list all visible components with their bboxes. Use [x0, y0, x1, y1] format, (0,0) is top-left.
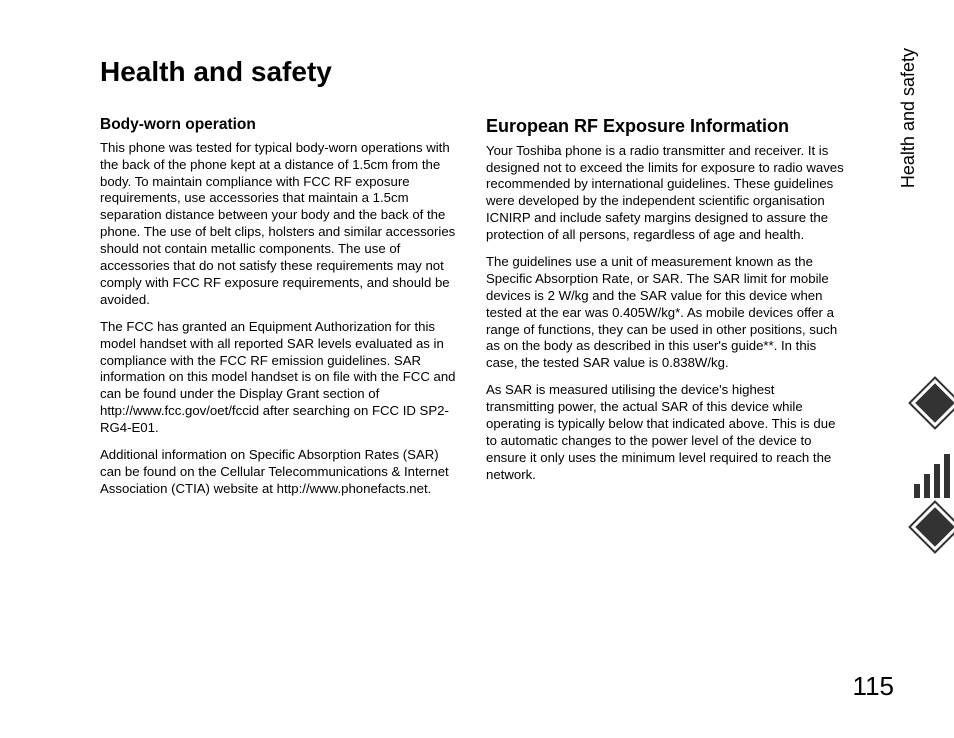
- european-rf-p2: The guidelines use a unit of measurement…: [486, 254, 844, 372]
- body-worn-heading: Body-worn operation: [100, 116, 458, 134]
- page-container: Health and safety Body-worn operation Th…: [0, 0, 954, 738]
- page-number: 115: [853, 671, 894, 702]
- page-title: Health and safety: [100, 56, 844, 88]
- body-worn-p3: Additional information on Specific Absor…: [100, 447, 458, 498]
- content-columns: Body-worn operation This phone was teste…: [100, 116, 844, 508]
- signal-bars-icon: [914, 448, 954, 498]
- diamond-icon: [911, 379, 954, 427]
- bar-2: [924, 474, 930, 498]
- bar-1: [914, 484, 920, 498]
- side-tab-label: Health and safety: [898, 48, 919, 188]
- body-worn-p1: This phone was tested for typical body-w…: [100, 140, 458, 309]
- right-column: European RF Exposure Information Your To…: [486, 116, 844, 508]
- european-rf-heading: European RF Exposure Information: [486, 116, 844, 137]
- european-rf-p3: As SAR is measured utilising the device'…: [486, 382, 844, 483]
- european-rf-p1: Your Toshiba phone is a radio transmitte…: [486, 143, 844, 244]
- body-worn-p2: The FCC has granted an Equipment Authori…: [100, 319, 458, 437]
- left-column: Body-worn operation This phone was teste…: [100, 116, 458, 508]
- bar-3: [934, 464, 940, 498]
- bar-4: [944, 454, 950, 498]
- side-decoration: [896, 380, 946, 560]
- diamond-icon: [911, 503, 954, 551]
